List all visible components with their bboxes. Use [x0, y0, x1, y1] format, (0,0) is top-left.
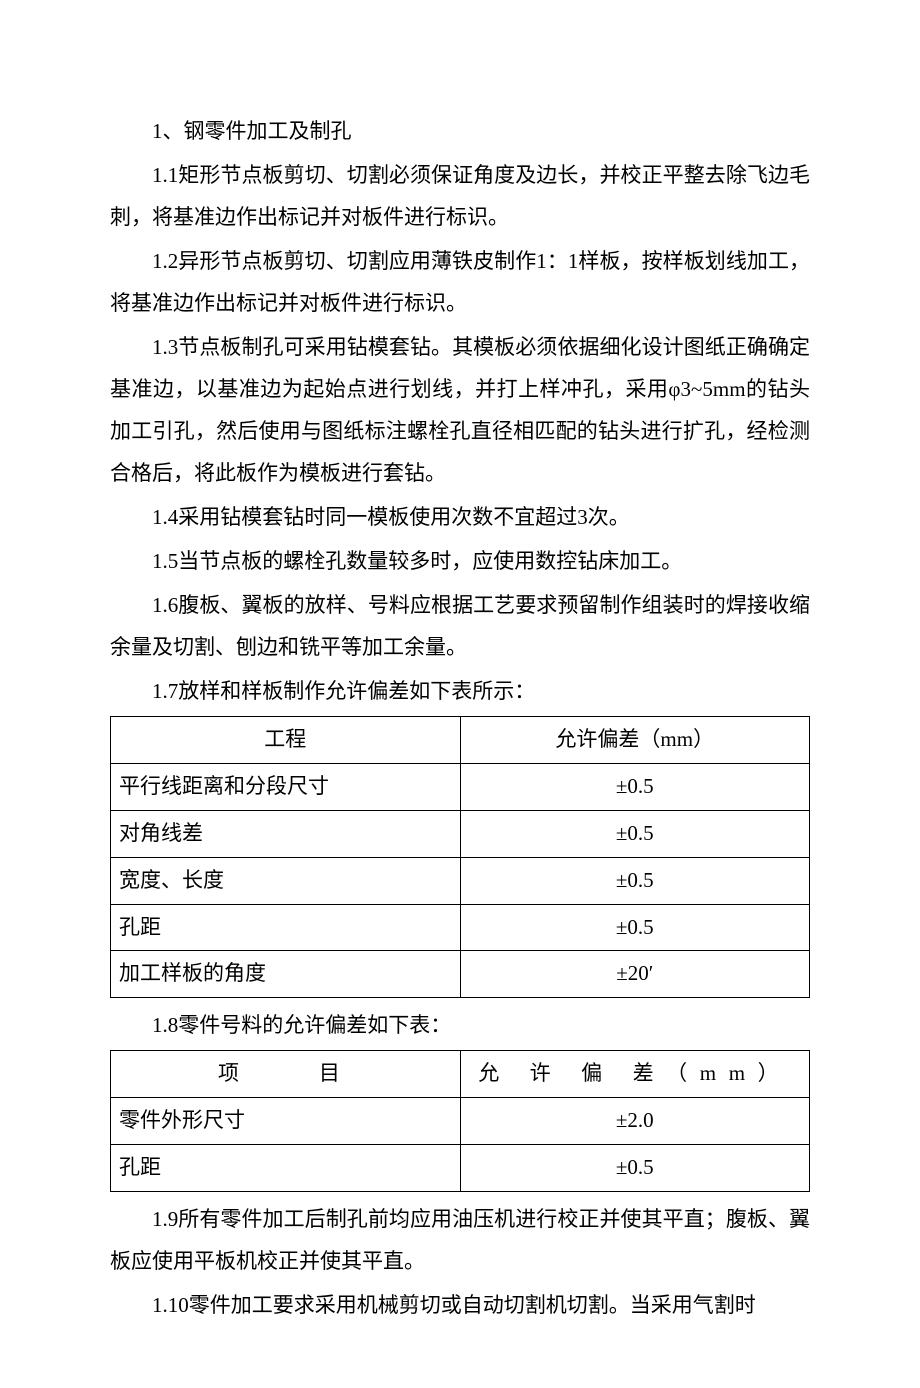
table-cell: ±2.0	[460, 1098, 810, 1145]
table-cell: 零件外形尺寸	[111, 1098, 461, 1145]
section-heading: 1、钢零件加工及制孔	[110, 110, 810, 152]
table-row: 对角线差 ±0.5	[111, 810, 810, 857]
tolerance-table-1: 工程 允许偏差（mm） 平行线距离和分段尺寸 ±0.5 对角线差 ±0.5 宽度…	[110, 716, 810, 998]
para-1-5: 1.5当节点板的螺栓孔数量较多时，应使用数控钻床加工。	[110, 540, 810, 582]
para-1-3: 1.3节点板制孔可采用钻模套钻。其模板必须依据细化设计图纸正确确定基准边，以基准…	[110, 326, 810, 494]
table-header-row: 项 目 允 许 偏 差（mm）	[111, 1051, 810, 1098]
table-cell: 加工样板的角度	[111, 951, 461, 998]
table-cell: ±0.5	[460, 810, 810, 857]
table-row: 加工样板的角度 ±20′	[111, 951, 810, 998]
table-header-cell: 工程	[111, 717, 461, 764]
para-1-7: 1.7放样和样板制作允许偏差如下表所示：	[110, 670, 810, 712]
para-1-9: 1.9所有零件加工后制孔前均应用油压机进行校正并使其平直；腹板、翼板应使用平板机…	[110, 1198, 810, 1282]
para-1-1: 1.1矩形节点板剪切、切割必须保证角度及边长，并校正平整去除飞边毛刺，将基准边作…	[110, 154, 810, 238]
table-cell: 孔距	[111, 904, 461, 951]
table-header-cell: 允 许 偏 差（mm）	[460, 1051, 810, 1098]
table-cell: 孔距	[111, 1145, 461, 1192]
tolerance-table-2: 项 目 允 许 偏 差（mm） 零件外形尺寸 ±2.0 孔距 ±0.5	[110, 1050, 810, 1192]
table-cell: ±0.5	[460, 763, 810, 810]
table-row: 宽度、长度 ±0.5	[111, 857, 810, 904]
table-cell: ±0.5	[460, 857, 810, 904]
table-row: 孔距 ±0.5	[111, 904, 810, 951]
table-cell: 平行线距离和分段尺寸	[111, 763, 461, 810]
table-row: 平行线距离和分段尺寸 ±0.5	[111, 763, 810, 810]
table-header-row: 工程 允许偏差（mm）	[111, 717, 810, 764]
table-header-cell: 项 目	[111, 1051, 461, 1098]
para-1-4: 1.4采用钻模套钻时同一模板使用次数不宜超过3次。	[110, 496, 810, 538]
table-cell: ±0.5	[460, 1145, 810, 1192]
para-1-2: 1.2异形节点板剪切、切割应用薄铁皮制作1：1样板，按样板划线加工，将基准边作出…	[110, 240, 810, 324]
table-cell: ±0.5	[460, 904, 810, 951]
para-1-10: 1.10零件加工要求采用机械剪切或自动切割机切割。当采用气割时	[110, 1284, 810, 1326]
table-row: 零件外形尺寸 ±2.0	[111, 1098, 810, 1145]
table-cell: 对角线差	[111, 810, 461, 857]
table-header-cell: 允许偏差（mm）	[460, 717, 810, 764]
para-1-8: 1.8零件号料的允许偏差如下表：	[110, 1004, 810, 1046]
table-row: 孔距 ±0.5	[111, 1145, 810, 1192]
table-cell: 宽度、长度	[111, 857, 461, 904]
table-cell: ±20′	[460, 951, 810, 998]
para-1-6: 1.6腹板、翼板的放样、号料应根据工艺要求预留制作组装时的焊接收缩余量及切割、刨…	[110, 584, 810, 668]
